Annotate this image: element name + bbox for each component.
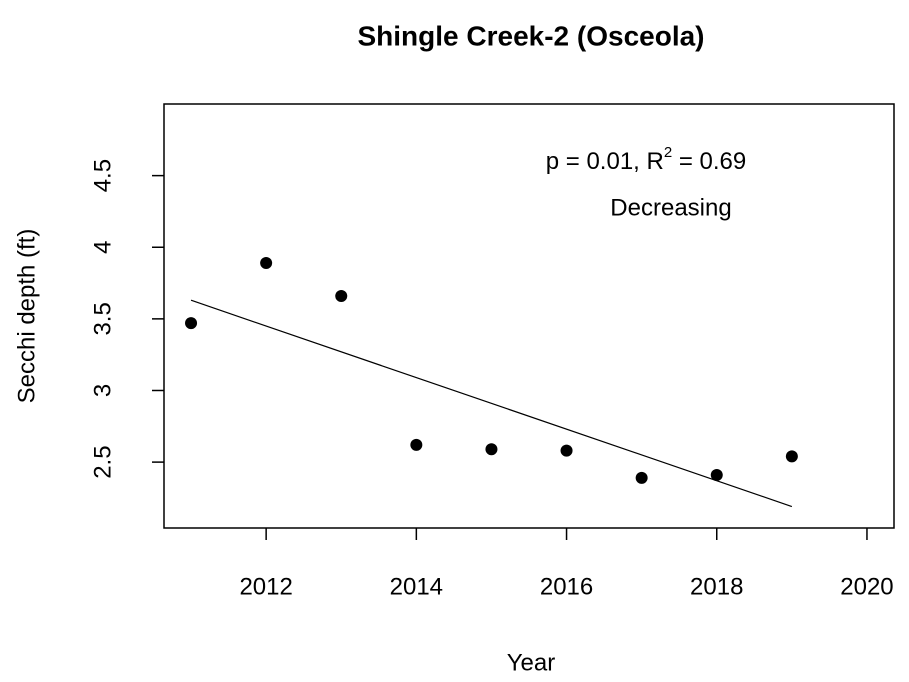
y-tick-label: 4 (89, 241, 116, 254)
point (410, 438, 423, 451)
chart-title: Shingle Creek-2 (Osceola) (357, 20, 704, 51)
point (185, 317, 198, 330)
point (785, 450, 798, 463)
y-tick-label: 3.5 (89, 302, 116, 335)
trend-annotation: Decreasing (610, 194, 731, 221)
point (485, 443, 498, 456)
stat-sup: 2 (664, 144, 672, 161)
x-tick-label: 2012 (239, 573, 292, 600)
point (335, 289, 348, 302)
point (260, 257, 273, 269)
x-tick-label: 2016 (540, 573, 593, 600)
y-tick-label: 3 (89, 384, 116, 397)
point (710, 469, 723, 481)
y-tick-label: 4.5 (89, 159, 116, 192)
stat-annotation: p = 0.01, R2 = 0.69 (546, 144, 746, 175)
point (560, 444, 573, 457)
y-axis-label: Secchi depth (ft) (13, 229, 40, 404)
point (635, 471, 648, 484)
x-axis-label: Year (507, 649, 556, 676)
y-tick-label: 2.5 (89, 445, 116, 478)
x-tick-label: 2014 (390, 573, 443, 600)
stat-r2: = 0.69 (672, 148, 746, 175)
trend-line (190, 299, 793, 508)
x-tick-label: 2018 (690, 573, 743, 600)
x-tick-label: 2020 (840, 573, 893, 600)
plot-frame (163, 103, 895, 529)
stat-text: p = 0.01, R (546, 148, 664, 175)
